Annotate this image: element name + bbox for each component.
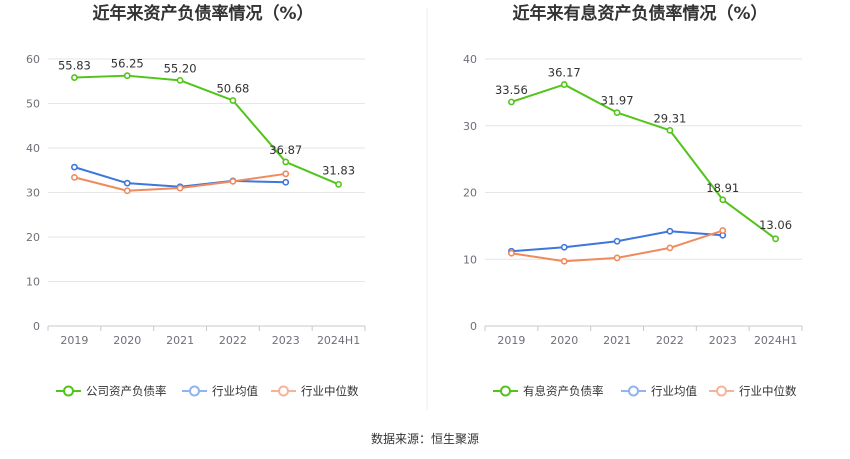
data-point [719,227,727,234]
y-tick-label: 20 [463,187,477,200]
x-tick-label: 2024H1 [754,334,797,347]
x-tick-label: 2019 [497,334,525,347]
data-label: 50.68 [216,81,249,95]
x-tick-label: 2019 [60,334,88,347]
data-label: 18.91 [706,181,739,195]
legend-label: 行业中位数 [301,384,359,398]
data-point [613,237,621,245]
legend-marker [628,385,639,397]
x-tick-label: 2021 [603,334,631,347]
legend-marker [278,385,289,397]
series-line [511,83,777,240]
data-point [666,126,674,134]
x-tick-label: 2022 [219,334,247,347]
legend-label: 行业中位数 [739,384,797,398]
data-label: 55.83 [58,59,91,73]
data-point [123,179,131,187]
y-tick-label: 20 [26,231,40,244]
y-tick-label: 0 [470,320,477,333]
data-label: 13.06 [759,218,792,232]
legend-label: 公司资产负债率 [86,384,167,398]
x-tick-label: 2021 [166,334,194,347]
data-point [560,243,568,251]
data-point [282,158,290,166]
data-label: 33.56 [495,83,528,97]
data-point [508,98,515,106]
data-point [335,180,342,188]
x-tick-label: 2023 [272,334,300,347]
debt-ratio-chart: 近年来资产负债率情况（%） 0 10 20 30 40 50 60 2019 2020 2021 20… [26,3,366,398]
data-point [613,254,621,262]
data-point [176,184,184,192]
x-tick-label: 2022 [656,334,684,347]
data-point [560,257,568,265]
data-label: 31.83 [322,163,355,177]
data-label: 31.97 [601,94,634,108]
data-point [666,227,674,235]
series-line [74,74,339,186]
interest-bearing-debt-ratio-chart: 近年来有息资产负债率情况（%） 0 10 20 30 40 2019 2020 2021 2022… [463,3,803,398]
y-tick-label: 30 [463,120,477,133]
y-tick-label: 60 [26,53,40,66]
data-point [176,76,184,84]
legend-marker [500,385,511,397]
data-point [123,72,131,80]
data-label: 36.87 [269,143,302,157]
x-tick-label: 2024H1 [317,334,360,347]
y-tick-label: 10 [26,276,40,289]
legend-label: 行业均值 [651,384,697,398]
legend-label: 有息资产负债率 [523,384,604,398]
legend-label: 行业均值 [212,384,258,398]
data-point [282,170,290,178]
chart-title: 近年来资产负债率情况（%） [92,3,313,24]
data-point [282,178,290,186]
y-tick-label: 30 [26,187,40,200]
data-point [666,244,674,252]
data-label: 29.31 [653,111,686,125]
data-point [229,177,237,185]
chart-title: 近年来有息资产负债率情况（%） [512,3,767,24]
data-point [71,74,78,81]
data-label: 36.17 [548,66,581,80]
data-point [560,81,568,88]
y-tick-label: 10 [463,253,477,266]
data-point [229,97,237,104]
data-label: 55.20 [164,61,197,75]
source-note: 数据来源：恒生聚源 [371,431,479,446]
x-tick-label: 2020 [550,334,578,347]
y-tick-label: 40 [463,53,477,66]
x-tick-label: 2023 [709,334,737,347]
legend-marker [63,385,74,397]
y-tick-label: 50 [26,98,40,111]
data-point [508,249,515,257]
y-tick-label: 0 [33,320,40,333]
data-point [613,109,621,117]
data-label: 56.25 [111,57,144,71]
legend-marker [189,385,200,397]
data-point [71,163,78,171]
x-tick-label: 2020 [113,334,141,347]
data-point [772,235,779,243]
legend-marker [716,385,727,397]
data-point [71,173,78,181]
y-tick-label: 40 [26,142,40,155]
data-point [719,196,727,204]
data-point [123,187,131,195]
